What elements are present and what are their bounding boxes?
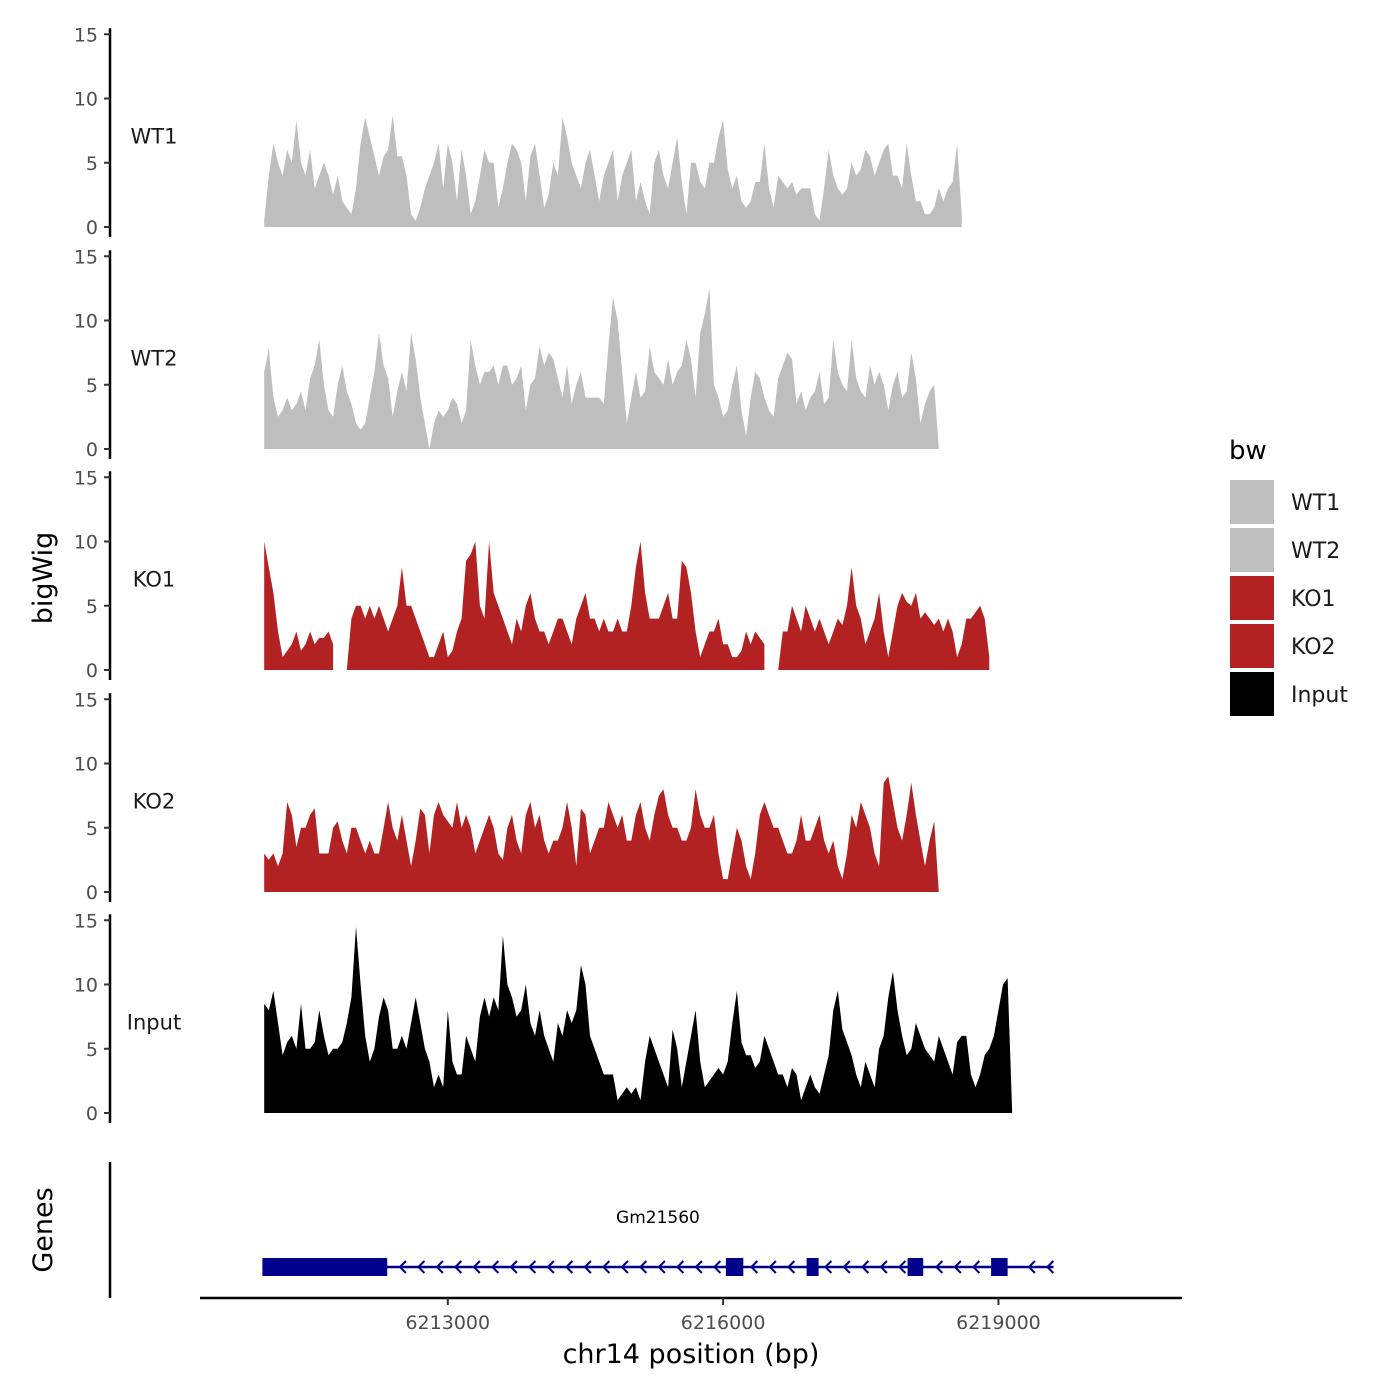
strand-arrow-icon [786, 1260, 796, 1274]
y-tick-label: 5 [86, 153, 98, 175]
strand-arrow-icon [897, 1260, 907, 1274]
legend-swatch-input [1230, 672, 1274, 716]
strand-arrow-icon [564, 1260, 574, 1274]
track-area-wt1-segment [264, 115, 962, 227]
legend-label-wt2: WT2 [1291, 539, 1340, 564]
strand-arrow-icon [694, 1260, 703, 1274]
strand-arrow-icon [398, 1260, 407, 1274]
strand-arrow-icon [453, 1260, 463, 1274]
strand-arrow-icon [472, 1260, 481, 1274]
gene-exon [806, 1258, 819, 1276]
y-axis-title: bigWig [28, 532, 59, 625]
strand-arrow-icon [675, 1260, 685, 1274]
track-panel-ko1: 0 5 10 15 KO1 [74, 467, 990, 682]
strand-arrow-icon [527, 1260, 537, 1274]
track-panel-input: 0 5 10 15 Input [74, 910, 1013, 1125]
strand-arrow-icon [583, 1260, 592, 1274]
legend-label-wt1: WT1 [1291, 491, 1340, 516]
strand-arrow-icon [509, 1260, 518, 1274]
strand-arrow-icon [1027, 1260, 1036, 1274]
legend-label-ko1: KO1 [1291, 587, 1336, 612]
strand-arrow-icon [749, 1260, 759, 1274]
track-panel-ko2: 0 5 10 15 KO2 [74, 689, 939, 904]
strand-arrow-icon [860, 1260, 870, 1274]
strand-arrow-icon [1045, 1260, 1055, 1274]
y-tick-label: 0 [86, 660, 98, 682]
y-tick-label: 15 [74, 910, 98, 932]
track-area-ko1-segment [778, 567, 990, 670]
track-label-wt1: WT1 [131, 124, 178, 148]
track-panel-wt1: 0 5 10 15 WT1 [74, 24, 962, 239]
track-area-ko1-segment [346, 541, 765, 670]
y-tick-label: 15 [74, 467, 98, 489]
y-tick-label: 15 [74, 689, 98, 711]
strand-arrow-icon [638, 1260, 648, 1274]
strand-arrow-icon [953, 1260, 962, 1274]
y-tick-label: 10 [74, 532, 98, 554]
genes-axis-title: Genes [28, 1187, 59, 1272]
y-tick-label: 10 [74, 311, 98, 333]
strand-arrow-icon [620, 1260, 629, 1274]
gene-exon [725, 1258, 744, 1276]
y-tick-label: 0 [86, 1103, 98, 1125]
legend: bw WT1 WT2 KO1 KO2 Input [1229, 436, 1348, 716]
strand-arrow-icon [768, 1260, 777, 1274]
legend-label-ko2: KO2 [1291, 635, 1336, 660]
y-tick-label: 15 [74, 246, 98, 268]
y-tick-label: 5 [86, 1039, 98, 1061]
strand-arrow-icon [842, 1260, 851, 1274]
x-axis-title: chr14 position (bp) [563, 1339, 820, 1370]
track-panel-wt2: 0 5 10 15 WT2 [74, 246, 939, 461]
track-area-ko2-segment [264, 776, 939, 892]
strand-arrow-icon [823, 1260, 833, 1274]
y-tick-label: 0 [86, 217, 98, 239]
gene-name-label: Gm21560 [616, 1208, 700, 1228]
gene-exon [262, 1258, 388, 1276]
y-tick-label: 10 [74, 975, 98, 997]
legend-label-input: Input [1291, 683, 1348, 708]
track-label-ko2: KO2 [133, 789, 176, 813]
x-axis: 6213000 6216000 6219000 chr14 position (bp… [200, 1296, 1182, 1370]
legend-swatch-wt2 [1230, 528, 1274, 572]
strand-arrow-icon [601, 1260, 611, 1274]
gene-exon [907, 1258, 924, 1276]
strand-arrow-icon [712, 1260, 722, 1274]
gene-exon [991, 1258, 1008, 1276]
strand-arrow-icon [435, 1260, 444, 1274]
strand-arrow-icon [416, 1260, 426, 1274]
track-label-ko1: KO1 [133, 567, 176, 591]
track-area-ko1-segment [264, 541, 334, 670]
strand-arrow-icon [657, 1260, 666, 1274]
track-area-wt2-segment [264, 288, 939, 449]
y-tick-label: 0 [86, 439, 98, 461]
x-tick-label: 6219000 [956, 1312, 1041, 1334]
y-tick-label: 0 [86, 882, 98, 904]
y-tick-label: 10 [74, 89, 98, 111]
strand-arrow-icon [934, 1260, 944, 1274]
strand-arrow-icon [879, 1260, 888, 1274]
x-tick-label: 6213000 [405, 1312, 490, 1334]
track-area-input-segment [264, 926, 1013, 1113]
y-tick-label: 15 [74, 24, 98, 46]
legend-entries: WT1 WT2 KO1 KO2 Input [1230, 480, 1348, 716]
y-tick-label: 5 [86, 818, 98, 840]
strand-arrow-icon [490, 1260, 500, 1274]
legend-swatch-wt1 [1230, 480, 1274, 524]
track-label-wt2: WT2 [131, 346, 178, 370]
y-tick-label: 5 [86, 596, 98, 618]
legend-title: bw [1229, 436, 1267, 466]
legend-swatch-ko2 [1230, 624, 1274, 668]
x-tick-label: 6216000 [681, 1312, 766, 1334]
track-label-input: Input [127, 1010, 181, 1034]
legend-swatch-ko1 [1230, 576, 1274, 620]
strand-arrow-icon [971, 1260, 981, 1274]
gene-models: Gm21560 [262, 1208, 1055, 1276]
y-tick-label: 10 [74, 754, 98, 776]
x-ticks: 6213000 6216000 6219000 [405, 1298, 1041, 1334]
strand-arrow-icon [546, 1260, 555, 1274]
y-tick-label: 5 [86, 375, 98, 397]
genes-panel: Genes Gm21560 [28, 1162, 1055, 1298]
